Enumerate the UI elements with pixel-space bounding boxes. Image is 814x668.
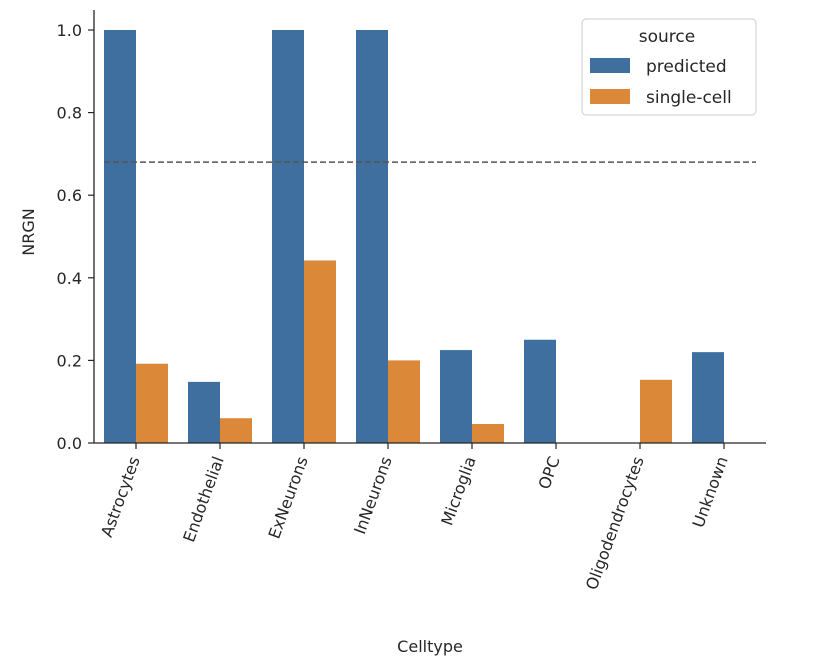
bar-single-cell-inneurons: [388, 360, 420, 443]
y-tick-label: 0.0: [57, 434, 82, 453]
y-ticks: 0.0 0.2 0.4 0.6 0.8 1.0: [57, 21, 94, 453]
x-tick-label: Microglia: [437, 454, 479, 528]
x-tick-label: Oligodendrocytes: [582, 454, 648, 592]
bar-predicted-astrocytes: [104, 30, 136, 443]
bar-predicted-inneurons: [356, 30, 388, 443]
y-tick-label: 0.2: [57, 351, 82, 370]
x-tick-label: ExNeurons: [264, 454, 311, 541]
bars: [104, 30, 724, 443]
y-axis-label: NRGN: [19, 208, 38, 255]
bar-predicted-endothelial: [188, 381, 220, 443]
legend: source predicted single-cell: [581, 18, 757, 116]
x-axis-label: Celltype: [397, 637, 463, 656]
legend-label-predicted: predicted: [646, 57, 727, 77]
y-tick-label: 0.4: [57, 269, 82, 288]
legend-swatch-single-cell: [590, 89, 630, 104]
x-ticks: Astrocytes Endothelial ExNeurons InNeurons M…: [97, 443, 732, 592]
axes: [93, 10, 766, 444]
legend-title: source: [639, 27, 695, 47]
x-tick-label: OPC: [534, 454, 563, 492]
y-tick-label: 0.6: [57, 186, 82, 205]
bar-single-cell-endothelial: [220, 418, 252, 443]
legend-label-single-cell: single-cell: [646, 88, 732, 108]
bar-predicted-opc: [524, 339, 556, 443]
bar-predicted-exneurons: [272, 30, 304, 443]
bar-single-cell-microglia: [472, 424, 504, 443]
bar-single-cell-exneurons: [304, 260, 336, 443]
x-tick-label: InNeurons: [350, 454, 396, 537]
y-tick-label: 1.0: [57, 21, 82, 40]
x-tick-label: Unknown: [688, 454, 731, 530]
bar-predicted-unknown: [692, 352, 724, 443]
x-tick-label: Endothelial: [179, 454, 227, 545]
legend-swatch-predicted: [590, 58, 630, 73]
bar-single-cell-oligodendrocytes: [640, 379, 672, 443]
y-tick-label: 0.8: [57, 104, 82, 123]
bar-single-cell-astrocytes: [136, 363, 168, 443]
bar-predicted-microglia: [440, 350, 472, 443]
x-tick-label: Astrocytes: [97, 454, 144, 540]
